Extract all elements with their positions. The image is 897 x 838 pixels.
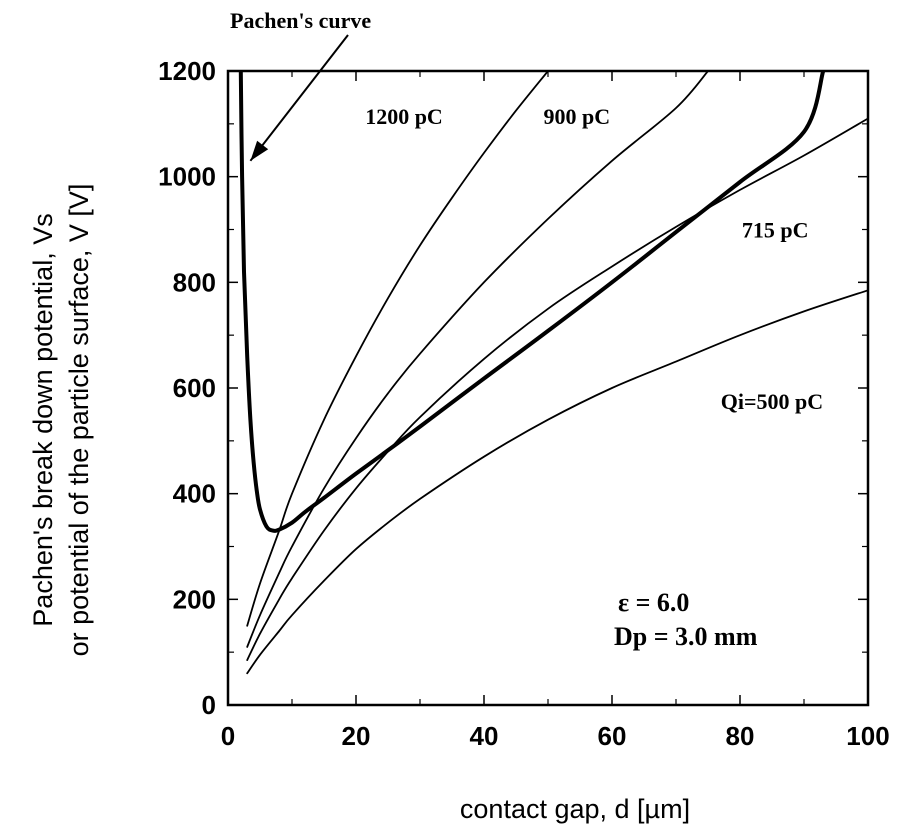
x-tick-label: 0 [221,721,235,751]
series-label-0: 1200 pC [365,104,443,129]
series-line-qi-500-pc [246,289,868,675]
epsilon-parameter: ε = 6.0 [618,588,689,617]
x-tick-label: 100 [846,721,889,751]
y-axis-title-line1: Pachen's break down potential, Vs [28,213,58,626]
series-line-900-pc [246,71,709,648]
plot-frame-layer [226,69,870,707]
x-tick-label: 20 [342,721,371,751]
x-tick-label: 60 [598,721,627,751]
y-tick-label: 200 [173,584,216,614]
series-label-3: Qi=500 pC [721,389,823,414]
dp-parameter: Dp = 3.0 mm [614,622,758,651]
y-tick-label: 1000 [158,162,216,192]
annotations-layer: 1200 pC 900 pC 715 pC Qi=500 pC [249,34,823,414]
series-label-2: 715 pC [742,217,809,242]
y-tick-label: 800 [173,267,216,297]
y-tick-label: 0 [202,690,216,720]
y-axis-title-line2: or potential of the particle surface, V … [64,184,94,657]
pachen-curve-label: Pachen's curve [230,8,371,33]
series-layer [238,71,868,675]
y-tick-label: 1200 [158,56,216,86]
series-line-1200-pc [246,71,549,627]
series-line-715-pc [246,117,868,661]
series-line-pachen-s-curve [238,71,826,533]
x-tick-label: 40 [470,721,499,751]
y-tick-label: 600 [173,373,216,403]
series-label-1: 900 pC [543,104,610,129]
x-axis-title: contact gap, d [µm] [460,794,690,824]
y-tick-label: 400 [173,479,216,509]
x-tick-label: 80 [726,721,755,751]
pachen-arrow-shaft [249,34,349,162]
plot-area-border [226,69,870,707]
pachen-arrow-head [250,140,269,161]
